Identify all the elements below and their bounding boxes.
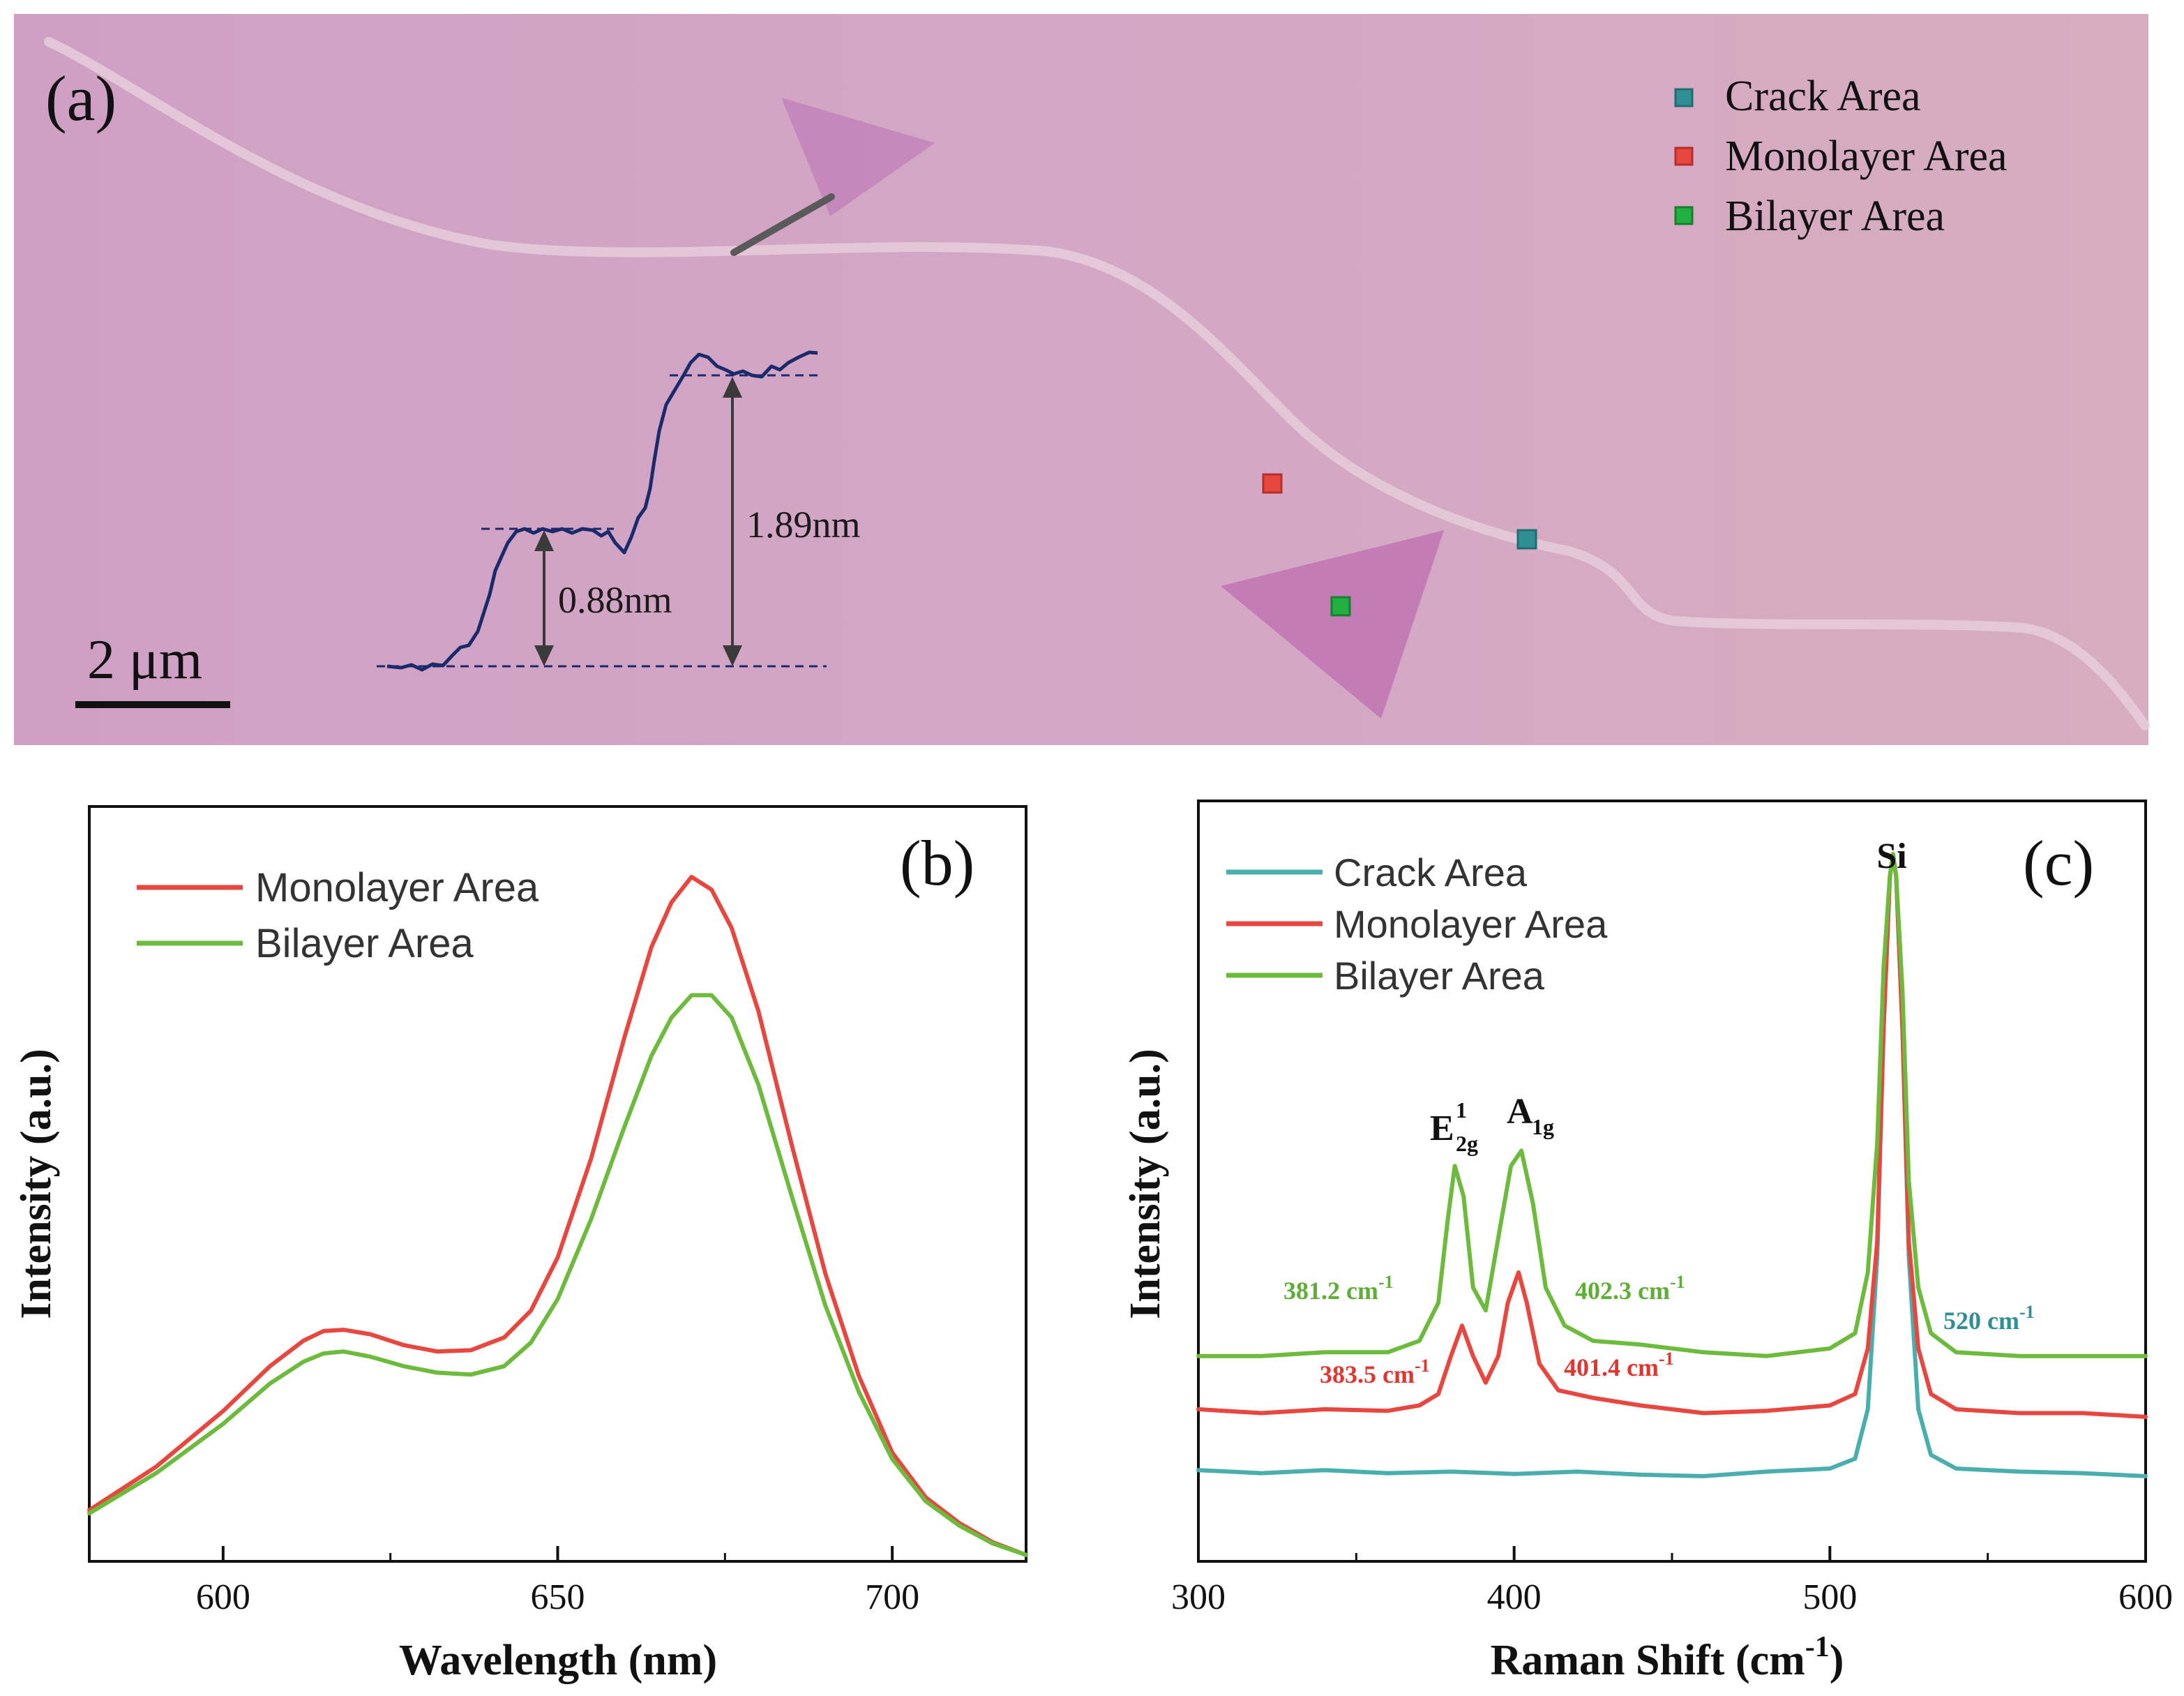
plot-c-series: [1196, 852, 2148, 1478]
peak-label-bilayer-e2g: 381.2 cm-1: [1283, 1272, 1394, 1305]
peak-value-bilayer-a1g: 402.3 cm: [1575, 1277, 1670, 1305]
peak-value-monolayer-a1g: 401.4 cm: [1564, 1353, 1659, 1381]
peak-exp-si: -1: [2019, 1302, 2035, 1322]
svg-text:401.4 cm-1: 401.4 cm-1: [1564, 1349, 1674, 1381]
plot-c-tick-labels: 300 400 500 600: [1171, 1577, 2173, 1617]
crack-line: [44, 37, 2150, 730]
plot-b-xtick-label: 700: [865, 1577, 919, 1617]
plot-b-xlabel: Wavelength (nm): [399, 1637, 717, 1684]
svg-text:381.2 cm-1: 381.2 cm-1: [1283, 1272, 1394, 1305]
bilayer-flake: [1221, 530, 1444, 719]
e2g-peak-sub: 2g: [1456, 1131, 1478, 1156]
monolayer-marker: [1262, 473, 1283, 494]
peak-value-monolayer-e2g: 383.5 cm: [1320, 1360, 1415, 1388]
plot-b-xtick-label: 650: [531, 1577, 585, 1617]
legend-monolayer-label: Monolayer Area: [1725, 133, 2008, 180]
legend-monolayer-swatch: [1674, 147, 1694, 166]
peak-exp-bilayer-e2g: -1: [1378, 1272, 1394, 1292]
monolayer-flake-top: [781, 98, 935, 216]
plot-c-xtick-label: 600: [2118, 1577, 2173, 1617]
legend-crack-label: Crack Area: [1725, 73, 1921, 120]
e2g-main: E: [1430, 1109, 1454, 1148]
plot-b-legend-mono-label: Monolayer Area: [255, 865, 539, 910]
peak-exp-monolayer-a1g: -1: [1659, 1349, 1674, 1369]
plot-b-panel-label: (b): [900, 827, 974, 899]
plot-c-ylabel: Intensity (a.u.): [1122, 1049, 1169, 1319]
plot-c-legend: Crack Area Monolayer Area Bilayer Area: [1226, 850, 1608, 998]
plot-c-legend-bi-label: Bilayer Area: [1334, 954, 1545, 998]
micrograph: [14, 14, 2148, 745]
peak-label-si: 520 cm-1: [1943, 1302, 2035, 1335]
plot-b-ylabel: Intensity (a.u.): [13, 1049, 60, 1319]
step-height-2: 1.89nm: [746, 504, 861, 546]
step-arrow-2: [723, 377, 742, 666]
panel-b: 600 650 700 (b) Wavelength (nm) Intensity …: [13, 805, 1028, 1684]
plot-c-xtick-label: 300: [1171, 1577, 1226, 1617]
plot-c-series-crack-area: [1196, 852, 2148, 1478]
plot-c-series-monolayer-area: [1196, 852, 2148, 1419]
si-peak-title: Si: [1876, 836, 1906, 876]
panel-a-legend: Crack Area Monolayer Area Bilayer Area: [1674, 73, 2008, 240]
a1g-peak-title: A: [1507, 1092, 1533, 1132]
legend-bilayer-swatch: [1674, 206, 1694, 225]
plot-b-series-bilayer-area: [87, 993, 1028, 1557]
crack-marker: [1516, 529, 1537, 550]
peak-label-monolayer-e2g: 383.5 cm-1: [1320, 1356, 1430, 1388]
svg-text:402.3 cm-1: 402.3 cm-1: [1575, 1272, 1685, 1305]
plot-c-legend-mono-label: Monolayer Area: [1334, 902, 1608, 946]
panel-a: 0.88nm 1.89nm (a) 2 μm Crack Area Monola…: [14, 14, 2150, 745]
e2g-peak-title: E: [1430, 1109, 1454, 1148]
peak-label-monolayer-a1g: 401.4 cm-1: [1564, 1349, 1674, 1381]
legend-crack-swatch: [1674, 88, 1694, 107]
plot-c-legend-crack-label: Crack Area: [1334, 850, 1528, 894]
plot-c-xtick-label: 400: [1487, 1577, 1542, 1617]
plot-b-series-monolayer-area: [87, 874, 1028, 1557]
plot-c-xtick-label: 500: [1802, 1577, 1857, 1617]
peak-exp-bilayer-a1g: -1: [1670, 1272, 1685, 1292]
peak-exp-monolayer-e2g: -1: [1415, 1356, 1430, 1376]
plot-b-series: [87, 874, 1028, 1557]
peak-value-bilayer-e2g: 381.2 cm: [1283, 1277, 1378, 1305]
a1g-peak-sub: 1g: [1532, 1114, 1554, 1139]
step-arrow-1: [534, 530, 554, 666]
plot-b-tick-labels: 600 650 700: [196, 1577, 919, 1617]
scale-bar-label: 2 μm: [87, 629, 202, 691]
panel-c: 300 400 500 600 (c) Raman Shift (cm-1) Inte…: [1122, 800, 2173, 1684]
plot-b-xtick-label: 600: [196, 1577, 250, 1617]
plot-b-legend-bi-label: Bilayer Area: [255, 921, 474, 966]
plot-b-ticks: [221, 1546, 894, 1561]
plot-c-ticks: [1197, 1546, 2147, 1561]
svg-text:383.5 cm-1: 383.5 cm-1: [1320, 1356, 1430, 1388]
panel-a-label: (a): [45, 63, 116, 134]
peak-value-si: 520 cm: [1943, 1307, 2019, 1335]
afm-scan-line: [730, 193, 835, 256]
plot-b-legend: Monolayer Area Bilayer Area: [137, 865, 539, 966]
step-height-1: 0.88nm: [558, 579, 672, 621]
svg-text:520 cm-1: 520 cm-1: [1943, 1302, 2035, 1335]
plot-c-panel-label: (c): [2023, 827, 2094, 899]
plot-c-xlabel: Raman Shift (cm-1): [1491, 1631, 1844, 1684]
e2g-peak-sup: 1: [1456, 1097, 1467, 1123]
plot-c-series-bilayer-area: [1196, 852, 2148, 1358]
bilayer-marker: [1330, 596, 1351, 617]
height-profile: [386, 350, 818, 672]
peak-label-bilayer-a1g: 402.3 cm-1: [1575, 1272, 1685, 1305]
legend-bilayer-label: Bilayer Area: [1725, 193, 1945, 240]
